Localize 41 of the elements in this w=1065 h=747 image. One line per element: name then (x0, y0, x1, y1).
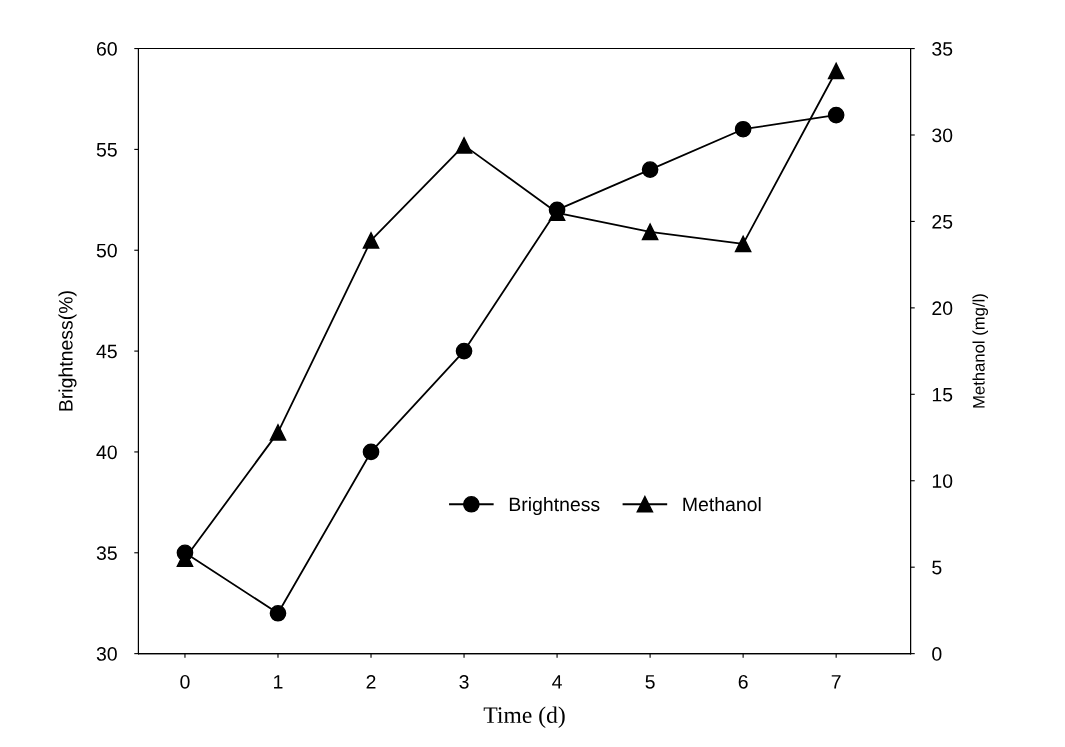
x-tick-label: 2 (366, 674, 376, 689)
y-tick-label: 55 (96, 143, 117, 157)
y2-tick-label: 35 (932, 42, 953, 56)
y2-tick-label: 0 (932, 647, 942, 661)
y2-tick-label: 15 (932, 387, 953, 402)
y2-axis-title: Methanol (mg/l) (972, 294, 989, 408)
point (734, 235, 752, 253)
point (827, 62, 845, 80)
y-tick-label: 60 (96, 42, 117, 56)
x-tick-label: 5 (645, 675, 655, 689)
legend-label: Methanol (683, 496, 761, 512)
point (827, 106, 845, 124)
point (362, 443, 380, 461)
x-tick-label: 4 (552, 675, 562, 689)
point (734, 120, 752, 138)
y-tick-label: 50 (96, 243, 117, 258)
x-axis-title: Time (d) (483, 706, 565, 728)
x-tick-label: 6 (738, 674, 748, 689)
point (641, 161, 659, 178)
y2-tick-label: 20 (932, 301, 953, 316)
legend-label: Brightness (509, 496, 600, 516)
y-tick-label: 40 (96, 445, 117, 460)
x-tick-label: 7 (831, 675, 841, 689)
point (455, 137, 473, 154)
point (362, 232, 380, 249)
point (269, 604, 287, 622)
point (176, 544, 194, 562)
point (641, 223, 659, 241)
point (455, 342, 473, 360)
y2-tick-label: 10 (932, 474, 953, 488)
point (269, 424, 287, 441)
y2-tick-label: 25 (932, 214, 953, 229)
y-axis-title: Brightness(%) (58, 291, 77, 411)
x-tick-label: 1 (274, 675, 283, 689)
y-tick-label: 30 (96, 647, 117, 661)
y-tick-label: 35 (96, 546, 117, 561)
y2-tick-label: 30 (932, 128, 953, 143)
y-tick-label: 45 (96, 344, 117, 359)
x-tick-label: 3 (459, 674, 469, 689)
y2-tick-label: 5 (932, 560, 942, 575)
x-tick-label: 0 (180, 674, 190, 689)
